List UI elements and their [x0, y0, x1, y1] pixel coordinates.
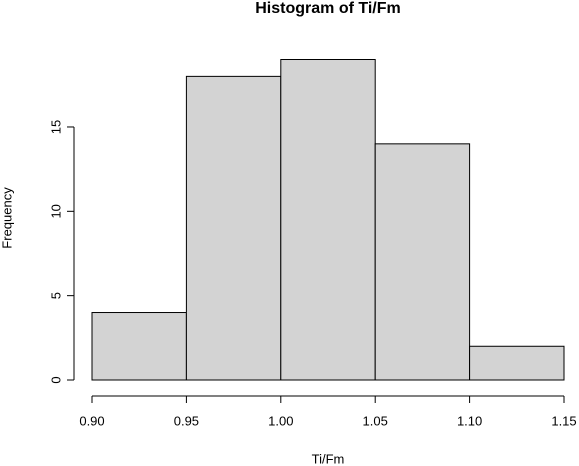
x-tick-label: 1.05 — [363, 413, 388, 428]
chart-title: Histogram of Ti/Fm — [255, 0, 401, 17]
bar — [91, 312, 187, 381]
bar — [469, 345, 565, 381]
x-axis-label: Ti/Fm — [312, 451, 345, 466]
y-axis-label: Frequency — [0, 187, 14, 249]
y-tick-label: 5 — [48, 292, 63, 299]
x-tick-label: 0.90 — [79, 413, 104, 428]
x-tick-label: 1.10 — [457, 413, 482, 428]
x-tick-label: 1.00 — [268, 413, 293, 428]
bar — [185, 75, 282, 381]
x-tick-label: 1.15 — [551, 413, 576, 428]
y-tick-label: 0 — [48, 376, 63, 383]
y-tick-label: 15 — [48, 120, 63, 134]
bar — [280, 59, 376, 381]
y-tick-label: 10 — [48, 204, 63, 218]
bar — [374, 143, 471, 381]
x-tick-label: 0.95 — [174, 413, 199, 428]
